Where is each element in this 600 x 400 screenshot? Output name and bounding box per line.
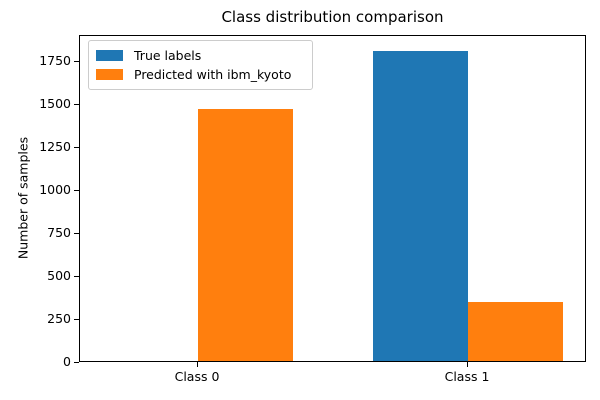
y-tick-label-750: 750 [47, 224, 71, 240]
legend: True labels Predicted with ibm_kyoto [88, 40, 313, 90]
y-tick-label-1250: 1250 [39, 138, 71, 154]
y-tick-mark-500 [74, 275, 79, 277]
plot-area: True labels Predicted with ibm_kyoto [79, 35, 586, 362]
bar-predicted-with-ibm-kyoto-class-1 [468, 302, 563, 361]
legend-label: True labels [134, 47, 202, 63]
legend-swatch-icon [96, 69, 123, 80]
y-tick-mark-250 [74, 318, 79, 320]
y-tick-label-1000: 1000 [39, 181, 71, 197]
bar-predicted-with-ibm-kyoto-class-0 [198, 108, 293, 361]
chart-title: Class distribution comparison [221, 8, 444, 26]
y-tick-mark-750 [74, 232, 79, 234]
x-tick-mark-class-0 [197, 362, 198, 367]
x-tick-mark-class-1 [467, 362, 468, 367]
y-axis-label: Number of samples [15, 136, 31, 260]
x-tick-label-class-0: Class 0 [174, 369, 220, 384]
legend-swatch-icon [96, 50, 123, 61]
y-tick-mark-1250 [74, 146, 79, 148]
y-tick-mark-1500 [74, 103, 79, 105]
y-tick-mark-0 [74, 362, 79, 363]
y-tick-label-250: 250 [47, 310, 71, 326]
legend-item-true-labels: True labels [96, 46, 304, 65]
y-tick-label-1500: 1500 [39, 95, 71, 111]
bar-true-labels-class-1 [373, 51, 468, 361]
legend-item-predicted-with-ibm-kyoto: Predicted with ibm_kyoto [96, 65, 304, 84]
y-tick-label-1750: 1750 [39, 52, 71, 68]
y-tick-mark-1750 [74, 60, 79, 62]
x-tick-label-class-1: Class 1 [444, 369, 490, 384]
y-tick-label-0: 0 [63, 354, 71, 369]
y-tick-mark-1000 [74, 189, 79, 191]
legend-label: Predicted with ibm_kyoto [134, 66, 292, 82]
y-tick-label-500: 500 [47, 267, 71, 283]
